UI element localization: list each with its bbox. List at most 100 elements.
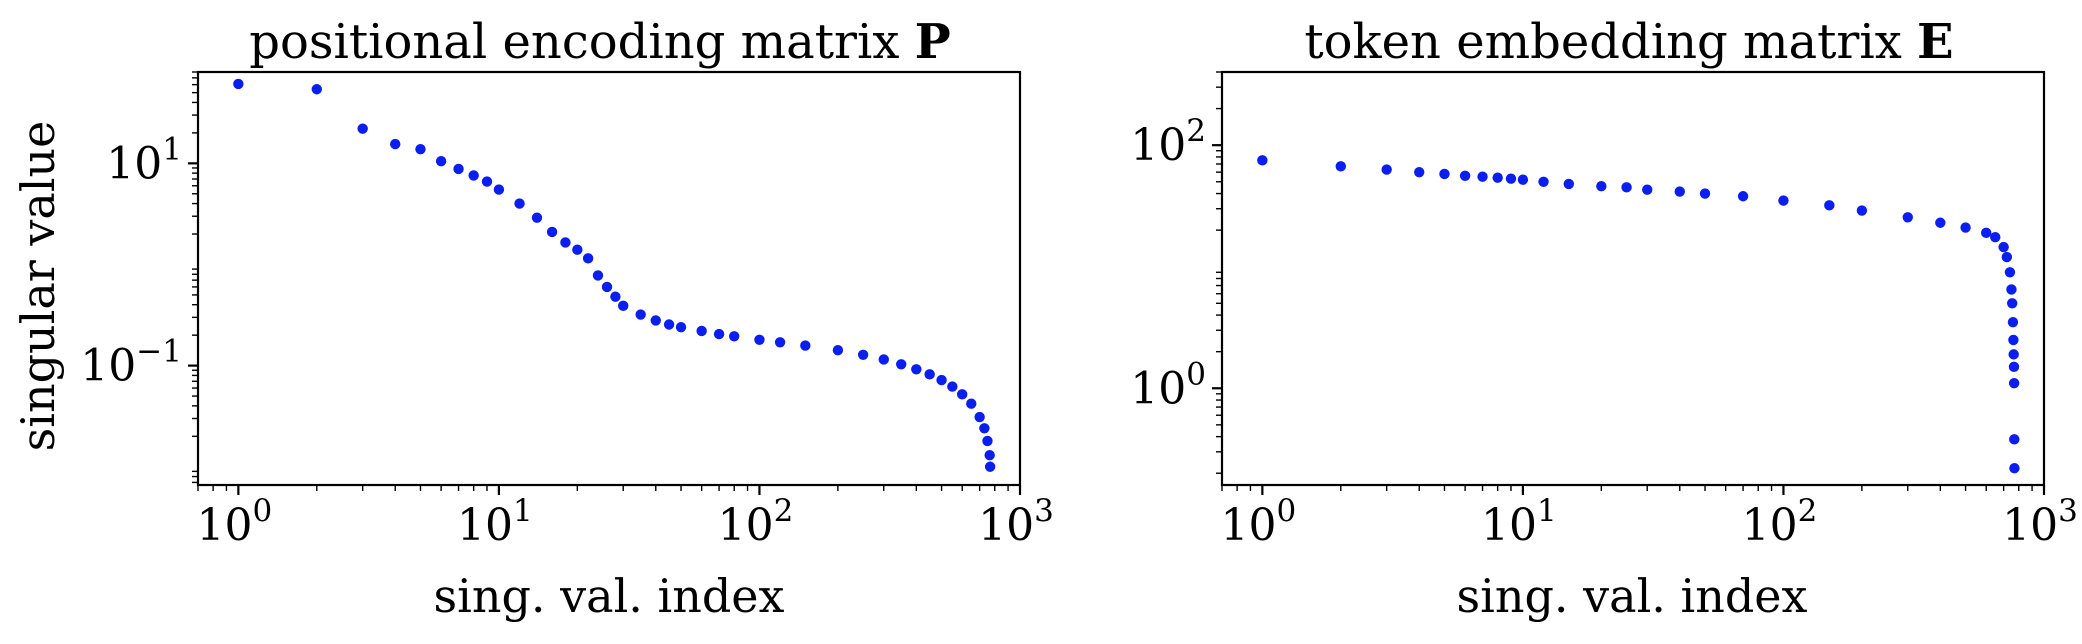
data-point xyxy=(481,176,493,187)
y-tick-label: 100 xyxy=(1130,356,1206,414)
data-point xyxy=(650,315,661,326)
data-point xyxy=(1335,161,1346,172)
data-point xyxy=(1439,168,1450,180)
data-point xyxy=(982,435,993,447)
data-point xyxy=(311,84,322,95)
data-point xyxy=(1381,164,1392,175)
data-point xyxy=(696,325,707,337)
chart-token-embedding: token embedding matrix E sing. val. inde… xyxy=(1130,14,2078,623)
data-point xyxy=(1563,178,1574,190)
major-ticks: 100 101 102 103 101 10−1 xyxy=(80,131,1054,551)
data-point xyxy=(546,226,558,238)
x-tick-label: 102 xyxy=(1742,493,1818,551)
data-point xyxy=(1414,166,1425,178)
data-point xyxy=(1517,174,1529,185)
data-point xyxy=(2001,251,2013,263)
x-axis-label: sing. val. index xyxy=(434,569,785,623)
data-point xyxy=(1902,212,1913,223)
chart-title: token embedding matrix E xyxy=(1304,14,1953,70)
data-point xyxy=(984,461,996,472)
data-point xyxy=(592,270,604,281)
data-point xyxy=(1778,195,1789,206)
data-point xyxy=(610,291,621,302)
data-point xyxy=(582,253,594,264)
x-tick-label: 103 xyxy=(978,493,1054,551)
data-point xyxy=(974,411,985,423)
major-ticks: 100 101 102 103 102 100 xyxy=(1130,113,2078,551)
data-point xyxy=(514,198,525,209)
data-point xyxy=(832,345,844,356)
data-point xyxy=(1856,205,1868,216)
data-point xyxy=(857,349,869,360)
data-point xyxy=(1737,191,1749,202)
chart-title: positional encoding matrix P xyxy=(249,14,951,70)
data-point xyxy=(896,359,907,370)
data-point xyxy=(390,138,401,150)
data-point xyxy=(1459,170,1471,181)
data-point xyxy=(357,123,368,134)
data-point xyxy=(1538,176,1549,187)
data-point xyxy=(560,237,571,248)
data-point xyxy=(878,354,889,365)
data-point xyxy=(2008,334,2019,346)
data-point xyxy=(800,340,811,351)
plot-frame xyxy=(1220,70,2046,487)
data-point xyxy=(435,155,447,167)
data-point xyxy=(493,184,505,195)
data-point xyxy=(618,300,629,312)
data-points xyxy=(233,78,996,472)
data-point xyxy=(1642,184,1653,195)
data-point xyxy=(1824,200,1835,211)
minor-ticks xyxy=(192,71,1009,491)
data-point xyxy=(2008,378,2020,389)
data-point xyxy=(774,337,786,348)
x-axis-label: sing. val. index xyxy=(1457,569,1808,623)
x-tick-label: 101 xyxy=(457,493,533,551)
data-point xyxy=(453,163,464,175)
data-point xyxy=(601,281,613,293)
data-points xyxy=(1257,155,2020,474)
data-point xyxy=(233,78,244,90)
y-tick-label: 102 xyxy=(1130,113,1206,171)
data-point xyxy=(979,423,990,434)
y-tick-label: 101 xyxy=(106,131,182,189)
data-point xyxy=(1596,180,1607,192)
data-point xyxy=(1935,217,1946,228)
x-tick-label: 102 xyxy=(718,493,794,551)
data-point xyxy=(1990,231,2001,243)
minor-ticks xyxy=(1216,71,2033,491)
data-point xyxy=(1981,227,1992,239)
data-point xyxy=(966,398,977,409)
data-point xyxy=(2008,349,2019,360)
data-point xyxy=(947,381,958,392)
data-point xyxy=(1257,155,1268,166)
data-point xyxy=(572,244,583,255)
data-point xyxy=(2006,284,2017,295)
data-point xyxy=(675,321,687,333)
data-point xyxy=(1492,172,1503,183)
data-point xyxy=(911,364,922,375)
data-point xyxy=(2009,434,2020,445)
data-point xyxy=(2008,361,2020,373)
data-point xyxy=(754,334,765,345)
data-point xyxy=(415,143,426,155)
data-point xyxy=(729,331,740,342)
data-point xyxy=(468,170,479,181)
data-point xyxy=(663,319,675,330)
x-tick-label: 100 xyxy=(1220,493,1296,551)
data-point xyxy=(713,328,725,340)
data-point xyxy=(1998,241,2009,253)
data-point xyxy=(2007,298,2018,309)
y-axis-label: singular value xyxy=(11,121,65,452)
data-point xyxy=(2004,267,2016,278)
y-tick-label: 10−1 xyxy=(80,334,182,392)
x-tick-label: 103 xyxy=(2002,493,2078,551)
x-tick-label: 101 xyxy=(1481,493,1557,551)
data-point xyxy=(936,374,947,386)
data-point xyxy=(1505,173,1517,184)
data-point xyxy=(1699,188,1711,199)
data-point xyxy=(957,389,968,400)
data-point xyxy=(1674,186,1685,197)
chart-positional-encoding: positional encoding matrix P sing. val. … xyxy=(11,14,1054,623)
